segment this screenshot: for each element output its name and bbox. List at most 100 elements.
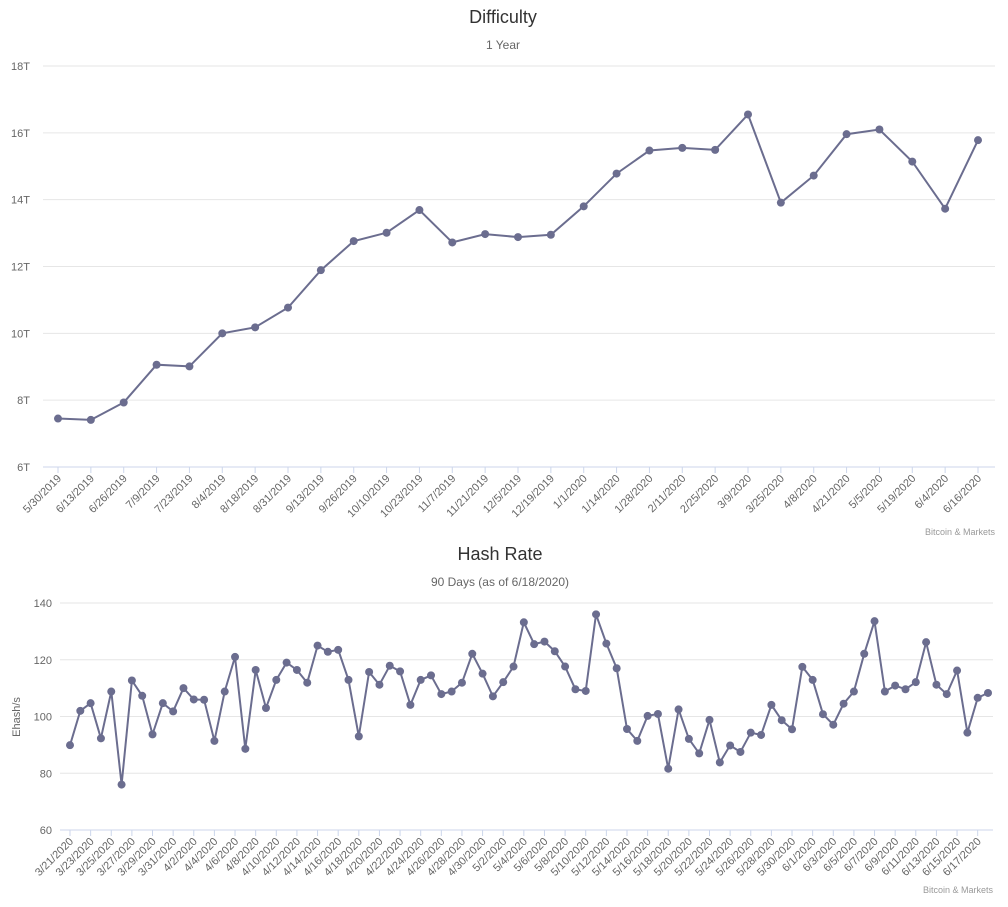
data-point <box>86 699 95 708</box>
data-point <box>415 206 424 215</box>
data-point <box>870 617 879 626</box>
data-point <box>303 678 312 687</box>
data-point <box>349 237 358 246</box>
data-point <box>185 362 194 371</box>
data-point <box>880 687 889 696</box>
data-point <box>117 780 126 789</box>
data-point <box>519 618 528 627</box>
data-point <box>499 678 508 687</box>
data-point <box>365 667 374 676</box>
data-point <box>344 675 353 684</box>
data-point <box>158 699 167 708</box>
data-point <box>550 647 559 656</box>
data-point <box>231 652 240 661</box>
data-point <box>468 649 477 658</box>
data-point <box>875 125 884 134</box>
data-point <box>922 638 931 647</box>
data-point <box>220 687 229 696</box>
data-point <box>711 145 720 154</box>
data-point <box>251 665 260 674</box>
data-point <box>86 415 95 424</box>
y-tick-label: 10T <box>11 328 30 340</box>
data-point <box>313 641 322 650</box>
data-point <box>334 645 343 654</box>
data-point <box>839 699 848 708</box>
data-point <box>674 705 683 714</box>
data-point <box>818 710 827 719</box>
data-point <box>744 110 752 119</box>
data-point <box>66 741 74 750</box>
data-point <box>842 130 851 139</box>
data-point <box>396 667 405 676</box>
y-tick-label: 100 <box>34 712 52 724</box>
data-point <box>488 692 497 701</box>
data-point <box>447 687 456 696</box>
data-point <box>76 706 85 715</box>
data-point <box>448 238 457 247</box>
data-point <box>571 685 580 694</box>
y-tick-label: 14T <box>11 195 30 207</box>
y-tick-label: 6T <box>17 462 30 474</box>
data-point <box>645 146 654 155</box>
data-point <box>941 204 950 213</box>
data-point <box>218 329 227 338</box>
data-point <box>695 749 704 758</box>
data-point <box>375 680 384 689</box>
data-point <box>891 681 900 690</box>
difficulty-chart: Difficulty 1 Year Bitcoin & Markets 6T 8T… <box>11 7 996 537</box>
data-point <box>354 732 363 741</box>
data-point <box>602 639 611 648</box>
data-point <box>974 136 982 145</box>
data-point <box>169 707 178 716</box>
data-point <box>612 664 621 673</box>
data-point <box>705 715 714 724</box>
data-point <box>119 398 128 407</box>
data-point <box>942 690 951 699</box>
data-point <box>241 744 250 753</box>
chart-credit: Bitcoin & Markets <box>923 885 994 895</box>
data-point <box>678 143 687 152</box>
data-point <box>757 730 766 739</box>
chart-subtitle: 90 Days (as of 6/18/2020) <box>431 575 569 589</box>
data-point <box>416 675 425 684</box>
data-point <box>189 695 198 704</box>
difficulty-chart-svg: Difficulty 1 Year Bitcoin & Markets 6T 8T… <box>11 7 996 537</box>
data-point <box>437 690 446 699</box>
chart-credit: Bitcoin & Markets <box>925 527 996 537</box>
data-point <box>292 665 301 674</box>
data-point <box>984 688 992 697</box>
y-tick-label: 80 <box>40 768 52 780</box>
data-point <box>908 157 917 166</box>
data-point <box>514 233 522 242</box>
data-point <box>932 680 941 689</box>
data-point <box>643 711 652 720</box>
chart-subtitle: 1 Year <box>486 38 520 52</box>
data-point <box>385 661 394 670</box>
data-point <box>592 610 601 619</box>
y-tick-label: 16T <box>11 128 30 140</box>
data-point <box>284 303 292 312</box>
data-point <box>316 266 325 275</box>
data-point <box>860 649 869 658</box>
data-point <box>633 736 642 745</box>
data-point <box>684 734 693 743</box>
series-line <box>57 112 979 421</box>
data-point <box>612 169 621 178</box>
y-tick-label: 60 <box>40 825 52 837</box>
data-point <box>829 720 838 729</box>
data-point <box>777 716 786 725</box>
data-point <box>561 662 570 671</box>
chart-title: Difficulty <box>469 7 537 27</box>
data-point <box>911 678 920 687</box>
data-point <box>901 685 910 694</box>
data-point <box>148 730 157 739</box>
y-tick-label: 18T <box>11 61 30 73</box>
data-point <box>726 741 735 750</box>
data-point <box>581 686 590 695</box>
y-tick-label: 120 <box>34 655 52 667</box>
data-point <box>261 703 270 712</box>
data-point <box>200 695 209 704</box>
data-point <box>546 230 555 239</box>
data-point <box>808 675 817 684</box>
data-point <box>179 684 188 693</box>
